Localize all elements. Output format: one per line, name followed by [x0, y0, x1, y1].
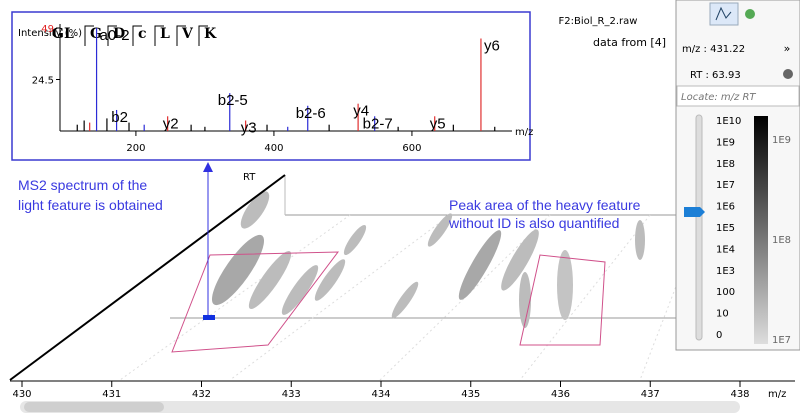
scale-label: 1E7: [716, 180, 735, 191]
slider-track[interactable]: [695, 114, 703, 341]
x-axis-label: m/z: [515, 127, 533, 138]
x-tick-label: 200: [126, 143, 145, 154]
y-axis-label: Intensity (%): [18, 28, 82, 39]
colorbar: [754, 116, 768, 344]
view-3d: [9, 162, 691, 381]
scale-label: 1E3: [716, 266, 735, 277]
scale-label: 100: [716, 287, 735, 298]
scale-label: 1E4: [716, 244, 735, 255]
fragment-bracket: [154, 25, 164, 46]
scrollbar-thumb[interactable]: [24, 402, 164, 412]
scale-label: 1E9: [716, 137, 735, 148]
file-name: F2:Biol_R_2.raw: [559, 16, 638, 27]
y-tick-label: 24.5: [32, 76, 54, 87]
scale-label: 1E5: [716, 223, 735, 234]
x-tick-label: 600: [402, 143, 421, 154]
y-tick-label: 49: [41, 24, 54, 35]
mz-readout: m/z : 431.22: [682, 44, 745, 55]
x-tick-label: 438: [730, 389, 749, 400]
annotation: without ID is also quantified: [448, 215, 619, 231]
fragment-bracket: [132, 25, 142, 46]
peak-label: y4: [353, 103, 369, 120]
colorbar-label: 1E7: [772, 335, 791, 346]
rt-readout: RT : 63.93: [690, 70, 741, 81]
fragment-bracket: [176, 25, 186, 46]
x-axis-label: m/z: [768, 389, 786, 400]
residue: c: [138, 26, 147, 42]
peak-label: a0-2: [100, 27, 130, 44]
x-tick-label: 400: [264, 143, 283, 154]
scale-label: 0: [716, 330, 722, 341]
peak-label: y2: [163, 115, 179, 132]
source-note: data from [4]: [593, 36, 666, 49]
scale-label: 1E8: [716, 159, 735, 170]
residue: V: [181, 26, 194, 42]
x-tick-label: 433: [282, 389, 301, 400]
scale-label: 10: [716, 309, 729, 320]
peak-label: y5: [430, 115, 446, 132]
locate-placeholder: Locate: m/z RT: [681, 92, 756, 103]
residue: L: [160, 26, 170, 42]
peak-label: b2-7: [363, 115, 393, 132]
locate-input[interactable]: [676, 85, 800, 107]
collapse-button[interactable]: »: [784, 42, 791, 55]
scale-label: 1E6: [716, 202, 735, 213]
x-tick-label: 431: [102, 389, 121, 400]
peak-label: y3: [241, 119, 257, 136]
spectrum-inset: [11, 11, 531, 161]
scale-label: 1E10: [716, 116, 741, 127]
scrollbar[interactable]: [20, 401, 740, 413]
peak-label: b2-6: [296, 105, 326, 122]
fragment-bracket: [198, 25, 208, 46]
fragment-bracket: [84, 25, 94, 46]
annotation: light feature is obtained: [18, 197, 163, 213]
x-tick-label: 437: [641, 389, 660, 400]
x-tick-label: 435: [461, 389, 480, 400]
peak-label: b2-5: [218, 92, 248, 109]
residue: K: [204, 26, 217, 42]
slider-handle[interactable]: [684, 207, 705, 217]
residue: GL: [52, 26, 74, 42]
colorbar-label: 1E9: [772, 135, 791, 146]
peak-label: y6: [484, 38, 500, 55]
x-tick-label: 430: [12, 389, 31, 400]
rt-axis-label: RT: [243, 172, 256, 183]
x-tick-label: 432: [192, 389, 211, 400]
icon: [715, 6, 732, 21]
peak-label: b2: [111, 109, 128, 126]
fragment-bracket: [107, 25, 117, 46]
x-tick-label: 436: [551, 389, 570, 400]
info-button[interactable]: [783, 69, 793, 79]
annotation: Peak area of the heavy feature: [449, 197, 641, 213]
residue: D: [113, 26, 125, 42]
x-tick-label: 434: [371, 389, 390, 400]
tool-button[interactable]: [745, 9, 755, 19]
annotation: MS2 spectrum of the: [18, 177, 147, 193]
colorbar-label: 1E8: [772, 235, 791, 246]
